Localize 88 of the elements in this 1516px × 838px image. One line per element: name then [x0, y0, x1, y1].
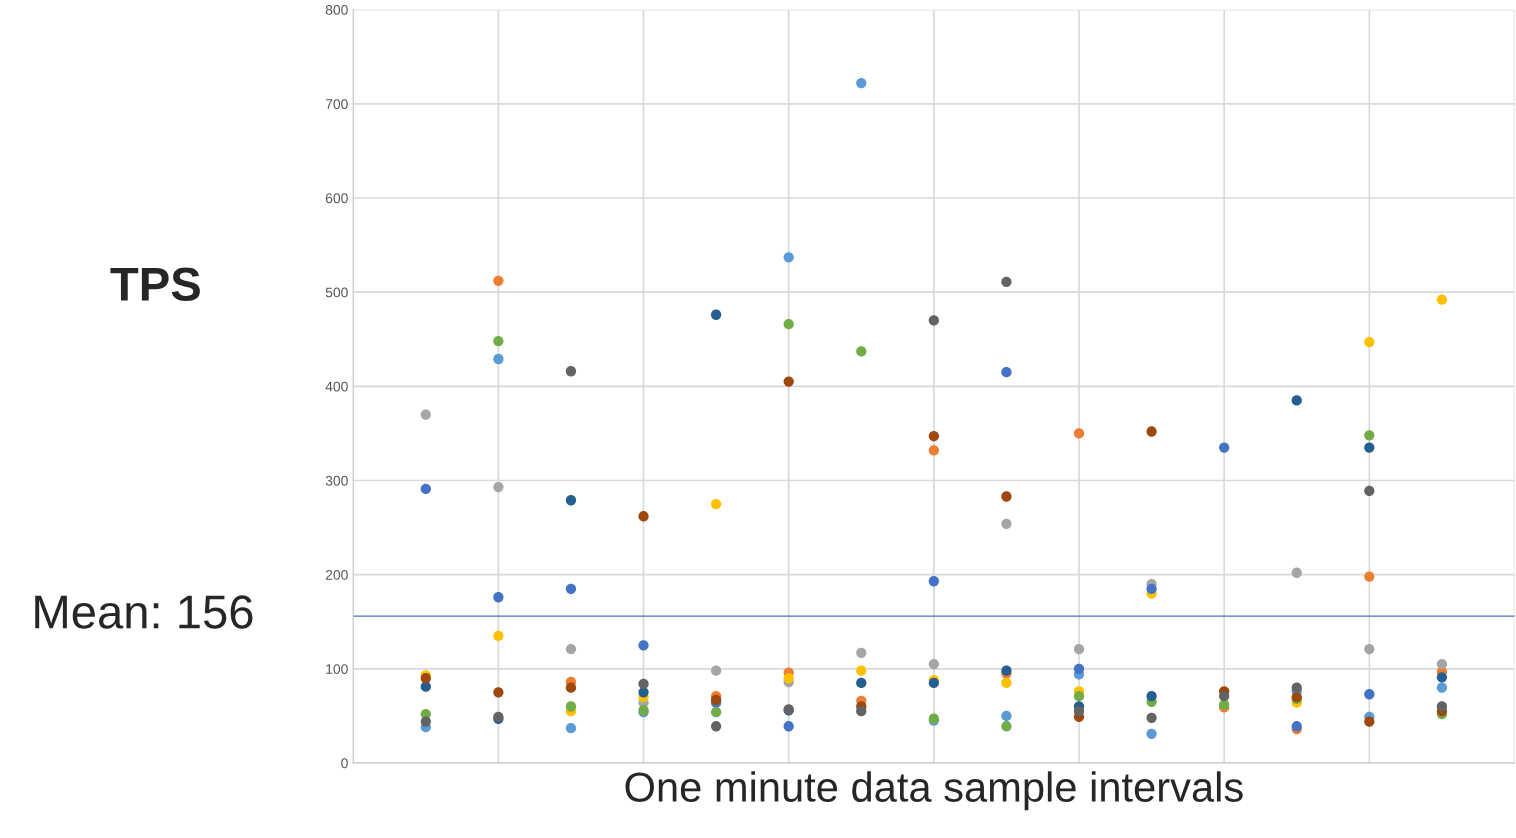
point — [565, 723, 577, 734]
point — [638, 640, 649, 651]
point — [1073, 643, 1085, 655]
point — [856, 665, 867, 676]
point — [493, 481, 504, 493]
point — [1291, 682, 1302, 693]
point — [565, 366, 577, 377]
point — [1364, 442, 1375, 453]
point — [928, 658, 940, 670]
point — [928, 445, 940, 456]
point — [493, 630, 504, 642]
point — [420, 483, 431, 495]
point — [1001, 710, 1012, 722]
point — [1364, 430, 1375, 441]
point — [1364, 689, 1375, 700]
point — [1436, 682, 1448, 693]
point — [1436, 658, 1448, 670]
point — [1436, 672, 1448, 683]
point — [1001, 677, 1012, 689]
point — [1364, 643, 1375, 655]
point — [493, 275, 504, 286]
point — [783, 721, 794, 732]
point — [1146, 728, 1157, 739]
point — [565, 682, 577, 693]
point — [856, 647, 867, 658]
point — [783, 376, 794, 387]
point — [565, 643, 577, 655]
y-tick-label: 500 — [325, 287, 348, 298]
point — [928, 315, 940, 326]
ref-line-label: Mean: 156 — [35, 595, 253, 629]
point — [1219, 690, 1230, 702]
point — [565, 583, 577, 594]
point — [856, 77, 867, 89]
point — [1364, 485, 1375, 496]
point — [783, 252, 794, 263]
point — [493, 592, 504, 603]
point — [710, 707, 722, 718]
point — [856, 677, 867, 689]
point — [1364, 716, 1375, 727]
point — [1436, 294, 1448, 305]
y-tick-label: 300 — [325, 475, 348, 486]
y-axis-title: TPS — [110, 267, 200, 302]
y-tick-label: 200 — [325, 569, 348, 580]
point — [928, 431, 940, 442]
point — [1364, 336, 1375, 348]
point — [493, 335, 504, 347]
point — [1291, 567, 1302, 578]
y-tick-label: 700 — [325, 99, 348, 109]
point — [1291, 395, 1302, 406]
point — [1001, 367, 1012, 378]
point — [1073, 706, 1085, 717]
point — [1073, 690, 1085, 702]
point — [1364, 571, 1375, 582]
point — [638, 511, 649, 522]
point — [1146, 583, 1157, 594]
point — [710, 309, 722, 320]
point — [1073, 428, 1085, 439]
point — [710, 721, 722, 732]
y-tick-label: 800 — [325, 4, 348, 15]
point — [928, 576, 940, 587]
y-tick-label: 400 — [325, 381, 348, 392]
point — [565, 701, 577, 712]
point — [856, 706, 867, 717]
point — [1001, 276, 1012, 287]
point — [493, 687, 504, 698]
point — [856, 346, 867, 357]
point — [1073, 663, 1085, 674]
point — [710, 665, 722, 676]
point — [710, 498, 722, 510]
point — [1001, 721, 1012, 732]
point — [420, 409, 431, 420]
point — [1436, 701, 1448, 712]
y-tick-label: 0 — [341, 758, 348, 769]
point — [1146, 426, 1157, 437]
point — [420, 716, 431, 727]
point — [1219, 442, 1230, 453]
x-axis-title: One minute data sample intervals — [625, 771, 1243, 811]
point — [493, 353, 504, 365]
point — [1001, 491, 1012, 502]
point — [1146, 690, 1157, 702]
point — [783, 673, 794, 684]
point — [565, 495, 577, 506]
y-tick-label: 600 — [325, 193, 348, 204]
point — [1001, 518, 1012, 529]
point — [1146, 712, 1157, 723]
point — [638, 678, 649, 690]
point — [783, 319, 794, 330]
y-tick-label: 100 — [326, 664, 348, 674]
